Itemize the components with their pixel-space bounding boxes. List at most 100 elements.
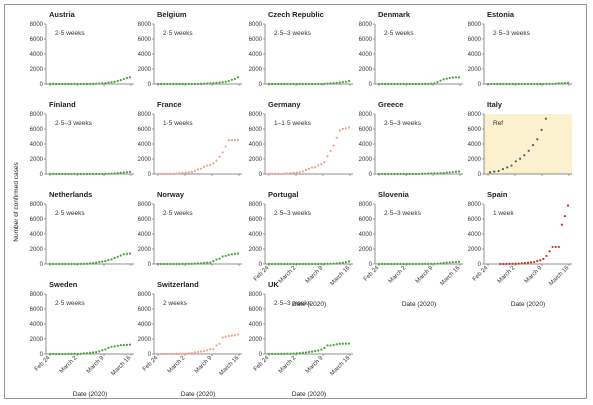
data-point [436,262,439,265]
data-point [405,172,408,176]
data-point [335,81,338,84]
data-point [430,262,433,265]
data-point [307,262,311,266]
panel-title-spain: Spain [487,190,508,199]
data-point [113,172,116,175]
data-point [514,82,517,86]
data-point [323,346,326,350]
data-point [323,82,326,85]
y-tick-label: 2000 [468,67,482,73]
data-point [304,82,308,86]
panel-title-netherlands: Netherlands [49,190,92,199]
data-point [61,172,64,176]
y-tick-label: 6000 [249,307,263,313]
data-point [411,172,414,176]
data-point [517,82,520,86]
data-point [128,76,132,79]
panel-title-estonia: Estonia [487,10,515,19]
data-point [119,254,122,257]
data-point [98,172,101,176]
data-point [175,262,178,266]
data-point [329,82,332,85]
data-point [405,82,408,86]
data-point [187,262,190,265]
data-point [98,82,101,85]
data-point [436,172,439,175]
y-tick-label: 6000 [138,307,152,313]
data-point [187,82,190,86]
data-point [267,352,271,356]
data-point [347,342,351,345]
data-point [341,342,344,345]
data-point [233,77,237,80]
data-point [209,348,212,351]
data-point [298,262,301,266]
data-point [67,82,70,86]
x-tick-label: March 2 [167,355,187,375]
data-point [128,252,132,255]
data-point [320,348,323,351]
data-point [298,82,301,86]
data-point [551,245,554,249]
data-point [122,343,125,347]
y-tick-label: 4000 [359,142,373,148]
data-point [199,262,203,265]
y-tick-label: 0 [40,82,44,88]
data-point [163,172,166,176]
data-point [307,167,311,170]
data-point [542,257,545,261]
data-point [289,172,292,175]
data-point [88,351,92,354]
data-point [445,261,448,264]
data-point [193,169,197,172]
data-point [519,157,522,160]
data-point [55,172,58,176]
data-point [384,262,387,266]
data-point [557,82,560,85]
data-point [317,82,320,86]
data-point [517,262,520,265]
data-point [420,172,424,175]
y-tick-label: 2000 [249,247,263,253]
data-point [218,342,221,345]
data-point [267,262,271,266]
data-point [64,172,67,176]
data-point [206,82,209,85]
data-point [230,253,233,256]
data-point [82,262,85,265]
panel-title-sweden: Sweden [49,280,78,289]
data-point [85,82,89,86]
y-tick-label: 8000 [138,112,152,118]
data-point [163,352,166,356]
data-point [169,172,172,175]
panel-title-italy: Italy [487,100,503,109]
data-point [169,352,172,356]
y-tick-label: 6000 [30,217,44,223]
data-point [527,149,530,152]
data-point [64,82,67,86]
y-tick-label: 8000 [468,202,482,208]
data-point [457,76,461,79]
data-point [104,82,107,85]
data-point [424,262,427,266]
data-point [227,334,230,338]
data-point [402,82,405,86]
data-point [514,262,517,265]
y-tick-label: 0 [148,172,152,178]
data-point [199,167,203,170]
data-point [286,172,289,175]
data-point [542,82,545,86]
y-tick-label: 8000 [468,112,482,118]
data-point [408,262,411,266]
y-tick-label: 6000 [359,127,373,133]
data-point [190,262,193,265]
data-point [566,204,570,207]
data-point [310,82,314,86]
data-point [283,172,286,175]
y-tick-label: 2000 [30,67,44,73]
delay-label-norway: 2·5 weeks [163,210,193,217]
data-point [390,82,393,86]
data-point [329,149,332,153]
y-tick-label: 6000 [249,127,263,133]
